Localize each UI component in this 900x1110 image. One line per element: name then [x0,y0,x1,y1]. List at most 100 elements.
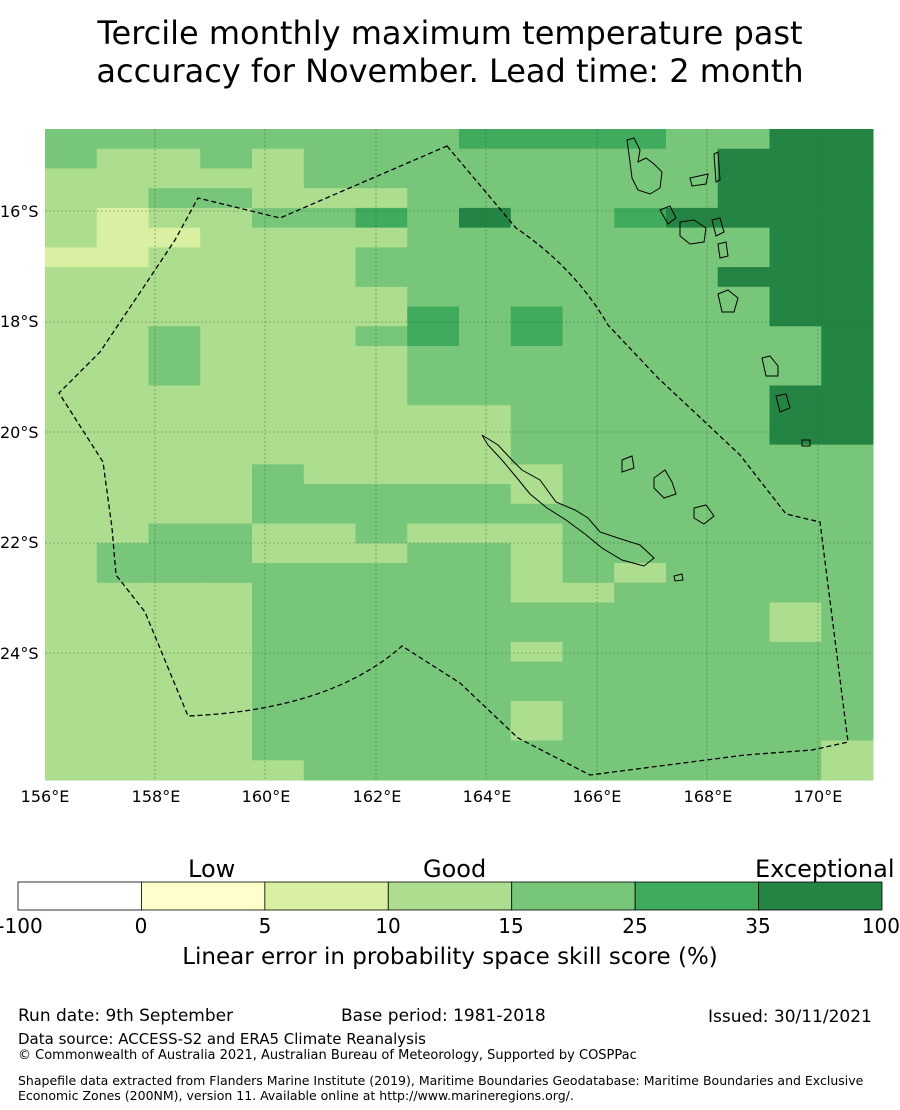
grid-cell [666,405,719,426]
grid-cell [717,148,770,169]
grid-cell [510,306,563,327]
grid-cell [303,188,356,209]
grid-cell [200,365,253,386]
grid-cell [407,207,460,229]
grid-cell [252,424,305,446]
grid-cell [717,168,770,189]
grid-cell [562,267,615,288]
colorbar-category-exceptional: Exceptional [755,855,895,883]
grid-cell [96,622,149,643]
grid-cell [148,503,201,525]
grid-cell [407,523,460,544]
grid-cell [252,563,305,584]
colorbar-bin [634,881,759,911]
grid-cell [148,484,201,505]
grid-cell [252,602,305,623]
grid-cell [821,503,874,525]
grid-cell [459,346,512,367]
grid-cell [717,207,770,229]
grid-cell [252,503,305,525]
grid-cell [666,365,719,386]
grid-cell [407,227,460,248]
grid-cell [562,602,615,623]
grid-cell [148,188,201,209]
grid-cell [45,622,98,643]
grid-cell [407,424,460,446]
map-title-line-1: Tercile monthly maximum temperature past [97,14,803,52]
grid-cell [562,405,615,426]
grid-cell [821,444,874,465]
grid-cell [821,484,874,505]
grid-cell [769,306,822,327]
eez-boundary [58,145,849,776]
grid-cell [769,622,822,643]
grid-cell [666,148,719,169]
lon-label-168e: 168°E [683,787,733,806]
grid-cell [510,326,563,347]
grid-cell [200,424,253,446]
grid-cell [45,740,98,761]
grid-cell [614,602,667,623]
grid-cell [252,148,305,169]
grid-cell [821,247,874,268]
grid-cell [614,661,667,682]
grid-cell [303,582,356,603]
grid-cell [355,760,408,781]
grid-cell [45,286,98,308]
grid-cell [303,306,356,327]
grid-cell [666,563,719,584]
grid-cell [303,326,356,347]
grid-cell [148,622,201,643]
grid-cell [200,148,253,169]
map-title: Tercile monthly maximum temperature past… [0,14,900,90]
grid-cell [407,622,460,643]
grid-cell [821,267,874,288]
map-title-line-2: accuracy for November. Lead time: 2 mont… [96,52,804,90]
colorbar-bin [264,881,389,911]
grid-cell [200,405,253,426]
grid-cell [252,306,305,327]
grid-cell [407,129,460,150]
grid-cell [45,484,98,505]
grid-cell [96,681,149,702]
grid-cell [148,563,201,584]
grid-cell [717,641,770,663]
grid-cell [769,503,822,525]
grid-cell [562,661,615,682]
grid-cell [303,385,356,406]
grid-cell [303,227,356,248]
grid-cell [407,464,460,485]
lat-label-22s: 22°S [0,533,39,552]
grid-cell [45,306,98,327]
grid-cell [717,661,770,682]
grid-cell [510,602,563,623]
grid-cell [96,602,149,623]
grid-cell [45,582,98,603]
grid-cell [821,405,874,426]
colorbar-tick-0: 0 [134,914,148,938]
grid-cell [96,720,149,742]
grid-cell [252,365,305,386]
grid-cell [200,267,253,288]
grid-cell [459,207,512,229]
grid-cell [407,286,460,308]
grid-cell [717,346,770,367]
grid-cell [200,543,253,564]
lat-label-24s: 24°S [0,644,39,663]
grid-cell [459,286,512,308]
grid-cell [562,207,615,229]
grid-cell [562,148,615,169]
grid-cell [459,129,512,150]
grid-cell [252,582,305,603]
grid-cell [562,641,615,663]
grid-cell [510,543,563,564]
grid-cell [562,622,615,643]
grid-cell [562,503,615,525]
grid-cell [355,326,408,347]
grid-cell [407,582,460,603]
grid-cell [769,681,822,702]
grid-cell [303,207,356,229]
colorbar [17,881,883,911]
issued-date: Issued: 30/11/2021 [708,1007,872,1027]
grid-cell [821,523,874,544]
